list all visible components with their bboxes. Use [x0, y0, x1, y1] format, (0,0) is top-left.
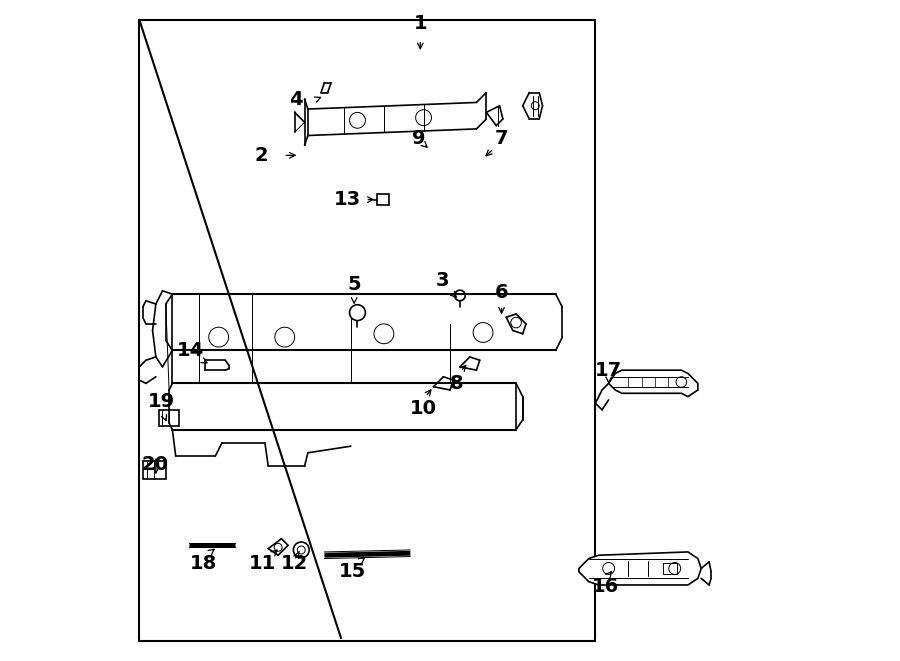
Polygon shape: [608, 370, 698, 397]
Bar: [142, 461, 166, 479]
Text: 4: 4: [289, 90, 302, 108]
Text: 15: 15: [338, 562, 365, 580]
Text: 6: 6: [495, 283, 508, 301]
Text: 19: 19: [148, 392, 175, 410]
Polygon shape: [140, 20, 596, 641]
Text: 8: 8: [450, 374, 464, 393]
Bar: [377, 194, 389, 205]
Text: 16: 16: [591, 577, 619, 596]
Text: 12: 12: [281, 554, 309, 572]
Text: 3: 3: [436, 272, 449, 290]
Text: 20: 20: [141, 455, 168, 474]
Bar: [662, 563, 678, 574]
Text: 14: 14: [177, 341, 204, 360]
Text: 1: 1: [413, 14, 428, 32]
Text: 7: 7: [495, 130, 508, 148]
Text: 13: 13: [334, 190, 361, 209]
Text: 17: 17: [595, 361, 622, 379]
Text: 11: 11: [249, 554, 276, 572]
Bar: [159, 410, 179, 426]
Text: 18: 18: [190, 554, 217, 572]
Circle shape: [349, 305, 365, 321]
Circle shape: [454, 290, 465, 301]
Text: 2: 2: [255, 146, 268, 165]
Text: 10: 10: [410, 399, 437, 418]
Text: 9: 9: [412, 130, 426, 148]
Polygon shape: [579, 552, 701, 585]
Text: 5: 5: [347, 275, 361, 293]
